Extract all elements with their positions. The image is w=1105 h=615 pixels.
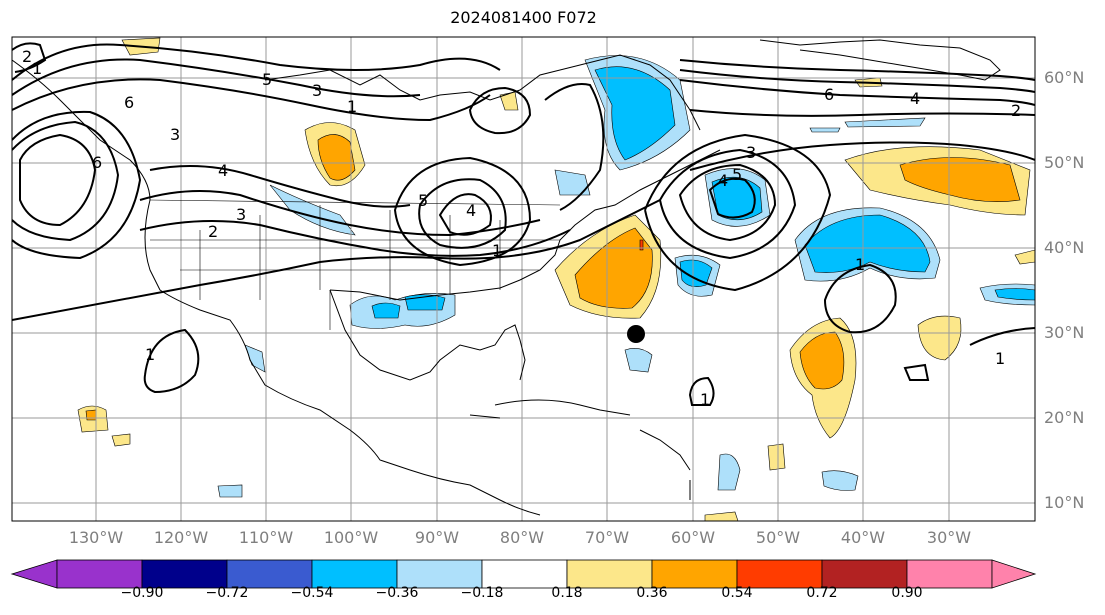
colorbar-tick-label: −0.36 (375, 585, 419, 601)
map-frame (11, 36, 1036, 522)
contour-label: 3 (312, 81, 322, 100)
colorbar-segment (566, 559, 653, 589)
contour-label: 1 (347, 97, 357, 116)
colorbar-segment (736, 559, 823, 589)
colorbar-tick-label: −0.72 (205, 585, 249, 601)
contour-label: 1 (700, 390, 710, 409)
contour-label: 6 (124, 93, 134, 112)
lon-label: 130°W (68, 528, 124, 547)
contour-label: 1 (995, 349, 1005, 368)
map-title: 2024081400 F072 (450, 8, 597, 27)
lat-label: 30°N (1044, 323, 1085, 342)
lon-label: 50°W (755, 528, 801, 547)
lat-label: 40°N (1044, 238, 1085, 257)
colorbar-segment (906, 559, 993, 589)
map-background (12, 37, 1035, 521)
colorbar-tick-label: −0.18 (460, 585, 504, 601)
colorbar-segment (56, 559, 143, 589)
contour-label: 6 (824, 85, 834, 104)
contour-label: 6 (92, 153, 102, 172)
lon-label: 70°W (584, 528, 630, 547)
contour-label: 4 (466, 201, 476, 220)
contour-lines (12, 42, 1035, 406)
colorbar-segment (311, 559, 398, 589)
contour-label: 1 (145, 345, 155, 364)
colorbar-tick-label: 0.72 (806, 585, 838, 601)
contour-label: 1 (32, 59, 42, 78)
colorbar-segment (141, 559, 228, 589)
lon-label: 110°W (238, 528, 294, 547)
contour-label: 5 (262, 70, 272, 89)
contour-label: 2 (22, 47, 32, 66)
colorbar-tick-label: 0.36 (636, 585, 668, 601)
shaded-anomaly-fields (77, 37, 1035, 521)
colorbar-tick-label: −0.54 (290, 585, 334, 601)
contour-label-group: 2 1 6 5 3 1 4 3 2 6 4 2 5 4 4 3 1 5 6 3 … (22, 47, 1021, 409)
colorbar-tick-label: 0.18 (551, 585, 583, 601)
contour-label: 5 (732, 165, 742, 184)
lon-label: 100°W (323, 528, 379, 547)
lat-label: 50°N (1044, 153, 1085, 172)
lon-label: 60°W (670, 528, 716, 547)
contour-label: 4 (718, 171, 728, 190)
colorbar-segment (481, 559, 568, 589)
storm-position-dot (627, 325, 645, 343)
lat-label: 20°N (1044, 408, 1085, 427)
contour-label: 4 (218, 161, 228, 180)
lat-label: 10°N (1044, 493, 1085, 512)
contour-label: 2 (208, 222, 218, 241)
contour-label: 5 (418, 191, 428, 210)
contour-label: 3 (236, 205, 246, 224)
colorbar-tick-label: 0.90 (891, 585, 923, 601)
contour-label: 3 (170, 125, 180, 144)
contour-label: 1 (492, 241, 502, 260)
colorbar-segment (10, 559, 58, 589)
colorbar-segment (651, 559, 738, 589)
lat-label: 60°N (1044, 68, 1085, 87)
colorbar (10, 559, 1037, 589)
lon-label: 40°W (840, 528, 886, 547)
colorbar-segment (396, 559, 483, 589)
colorbar-segment (821, 559, 908, 589)
lon-label: 30°W (926, 528, 972, 547)
colorbar-tick-label: 0.54 (721, 585, 753, 601)
contour-label: 1 (855, 255, 865, 274)
lon-label: 80°W (499, 528, 545, 547)
lon-label: 90°W (414, 528, 460, 547)
colorbar-tick-label: −0.90 (120, 585, 164, 601)
colorbar-segment (226, 559, 313, 589)
contour-label: 2 (1011, 101, 1021, 120)
contour-label: 4 (910, 89, 920, 108)
lon-label: 120°W (153, 528, 209, 547)
colorbar-segment (991, 559, 1037, 589)
contour-label: 3 (746, 143, 756, 162)
